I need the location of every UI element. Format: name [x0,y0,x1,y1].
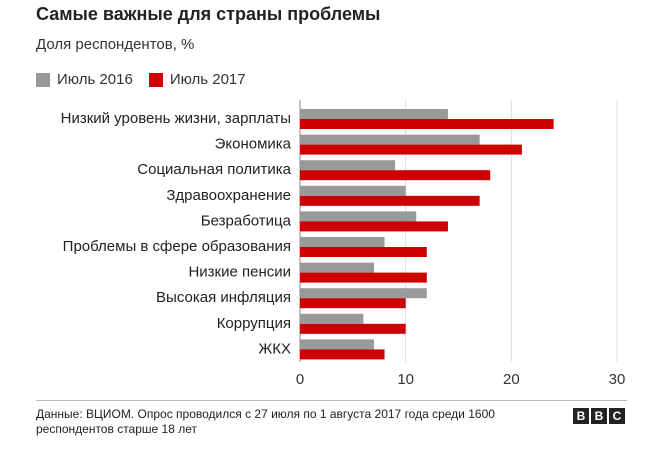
bbc-logo-letter: B [573,408,589,424]
bar-2016 [300,262,374,273]
x-tick-label: 20 [503,371,520,388]
bbc-logo-letter: C [609,408,625,424]
footer-divider [36,400,627,401]
bar-2016 [300,237,385,247]
bbc-logo: B B C [573,408,625,424]
bar-2017 [300,272,427,283]
legend-item-2016: Июль 2016 [36,71,133,88]
bar-chart: 0 10 20 30 Низкий уровень жизни, зарплаты Эко… [61,100,626,388]
bar-2017 [300,323,406,334]
legend-swatch-2017 [148,72,163,87]
legend-swatch-2016 [36,72,50,87]
category-label: Безработица [201,212,292,229]
bar-2017 [300,221,448,232]
category-label: Проблемы в сфере образования [63,238,291,255]
x-tick-label: 0 [296,371,304,388]
bar-2017 [300,144,522,155]
chart-title: Самые важные для страны проблемы [36,4,381,24]
category-label: Коррупция [217,315,291,332]
x-tick-label: 10 [397,371,414,388]
bar-2017 [300,119,554,129]
legend-label-2017: Июль 2017 [169,71,246,88]
category-label: ЖКХ [258,340,291,357]
bar-2016 [300,134,480,145]
bar-2017 [300,247,427,257]
bbc-logo-letter: B [591,408,607,424]
footer-source: Данные: ВЦИОМ. Опрос проводился с 27 июл… [36,407,495,436]
bar-2016 [300,339,374,350]
bar-2016 [300,109,448,119]
legend-item-2017: Июль 2017 [148,71,246,88]
category-label: Экономика [215,136,292,153]
chart-subtitle: Доля респондентов, % [36,36,195,53]
bar-2017 [300,349,385,360]
bar-2016 [300,185,406,196]
category-label: Социальная политика [137,161,291,178]
bar-2016 [300,160,396,171]
legend: Июль 2016 Июль 2017 [36,71,262,88]
category-label: Низкие пенсии [188,264,291,281]
bar-2016 [300,313,364,324]
bar-2017 [300,195,480,206]
legend-label-2016: Июль 2016 [57,71,133,88]
bar-2016 [300,211,417,222]
category-label: Здравоохранение [166,187,291,204]
bar-2016 [300,288,427,299]
category-label: Низкий уровень жизни, зарплаты [61,110,291,127]
bar-2017 [300,170,491,181]
category-label: Высокая инфляция [156,289,291,306]
bar-2017 [300,298,406,309]
x-tick-label: 30 [609,371,626,388]
